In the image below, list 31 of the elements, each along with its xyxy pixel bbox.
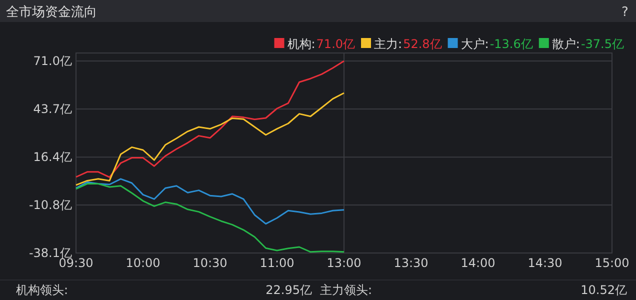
x-tick-label: 10:00 bbox=[126, 256, 160, 270]
x-tick-label: 14:00 bbox=[460, 256, 496, 270]
y-tick-label: -38.1亿 bbox=[28, 246, 72, 260]
legend-label: 机构: bbox=[287, 37, 316, 51]
text: 10.52亿 bbox=[580, 283, 627, 297]
y-tick-label: 71.0亿 bbox=[33, 54, 72, 68]
x-tick-label: 13:00 bbox=[326, 256, 362, 270]
line-series bbox=[75, 178, 345, 225]
text: ? bbox=[622, 5, 628, 20]
x-tick-label: 11:00 bbox=[260, 256, 294, 270]
chart-title: 全市场资金流向 bbox=[6, 4, 97, 20]
text: 机构领头: bbox=[16, 283, 68, 297]
text: 52.8亿 bbox=[403, 37, 442, 51]
legend-label: 散户: bbox=[552, 37, 580, 51]
line-series bbox=[75, 92, 345, 186]
x-tick-label: 10:30 bbox=[192, 256, 228, 270]
text: -37.5亿 bbox=[580, 37, 624, 51]
line-series bbox=[75, 183, 345, 253]
y-tick-label: -10.8亿 bbox=[28, 198, 72, 212]
x-tick-label: 15:00 bbox=[594, 256, 630, 270]
line-series bbox=[75, 60, 345, 178]
legend-label: 主力: bbox=[374, 37, 402, 51]
y-tick-label: 16.4亿 bbox=[33, 150, 72, 164]
text: -13.6亿 bbox=[490, 37, 533, 51]
text: 主力领头: bbox=[320, 283, 372, 297]
legend-label: 大户: bbox=[460, 37, 489, 51]
x-tick-label: 13:30 bbox=[394, 256, 428, 270]
text: 71.0亿 bbox=[316, 37, 356, 51]
x-tick-label: 14:30 bbox=[528, 256, 562, 270]
y-tick-label: 43.7亿 bbox=[33, 102, 72, 116]
text: 22.95亿 bbox=[266, 283, 312, 297]
